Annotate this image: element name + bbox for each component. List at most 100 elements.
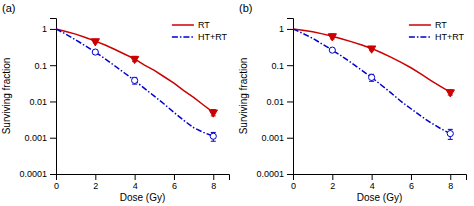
- x-tick-mark: [450, 174, 451, 180]
- y-tick-label: 0.1: [271, 61, 284, 71]
- y-tick-mark: [50, 138, 56, 139]
- legend-label: HT+RT: [198, 32, 228, 42]
- x-tick: 2: [93, 174, 98, 191]
- legend-swatch: [172, 36, 194, 38]
- point: [369, 74, 375, 80]
- y-tick-mark: [50, 174, 56, 175]
- panel: 024680.00010.0010.010.11(a)Dose (Gy)Surv…: [1, 2, 230, 203]
- panel-label: (a): [2, 2, 15, 14]
- y-tick-label: 1: [279, 24, 284, 34]
- error-bar: [211, 132, 216, 141]
- y-axis: 0.00010.0010.010.11: [19, 19, 56, 180]
- x-tick: 6: [409, 174, 414, 191]
- x-tick-label: 8: [211, 181, 216, 191]
- y-tick-mark: [50, 29, 56, 30]
- series-line: [293, 29, 450, 134]
- plot-area: [56, 29, 217, 141]
- y-tick: 0.001: [24, 133, 56, 143]
- legend: RT HT+RT: [172, 20, 228, 42]
- panel-label: (b): [239, 2, 252, 14]
- y-tick-mark: [287, 65, 293, 66]
- x-axis-title: Dose (Gy): [357, 192, 403, 203]
- y-tick-mark: [287, 138, 293, 139]
- x-tick: 6: [172, 174, 177, 191]
- legend-label: RT: [198, 20, 210, 30]
- y-tick: 0.001: [261, 133, 293, 143]
- y-tick-label: 0.0001: [19, 169, 47, 179]
- legend-swatch: [172, 24, 194, 26]
- x-tick-mark: [332, 174, 333, 180]
- y-tick: 1: [279, 24, 293, 34]
- legend: RT HT+RT: [409, 20, 465, 42]
- x-tick: 0: [54, 174, 59, 191]
- x-tick-label: 4: [370, 181, 375, 191]
- error-bar: [369, 74, 374, 81]
- y-axis-line: [287, 19, 294, 175]
- legend-item: HT+RT: [172, 32, 228, 42]
- series-line: [56, 29, 213, 136]
- y-axis-title: Surviving fraction: [238, 58, 249, 135]
- x-tick-label: 0: [54, 181, 59, 191]
- point: [132, 77, 138, 83]
- error-cap: [448, 139, 453, 140]
- y-axis-title: Surviving fraction: [1, 58, 12, 135]
- y-tick-mark: [50, 101, 56, 102]
- x-axis: 0 2 4 6 8: [54, 174, 230, 191]
- x-tick-mark: [135, 174, 136, 180]
- chart: 0 2 4 6 8 0.0001 0.001 0.01 0.1 1 (a) Dose (Gy) Surv…: [0, 0, 474, 206]
- legend-item: HT+RT: [409, 32, 465, 42]
- x-tick: 8: [448, 174, 453, 191]
- y-tick: 0.01: [29, 97, 56, 107]
- x-tick-label: 2: [93, 181, 98, 191]
- point: [328, 34, 336, 41]
- y-tick: 0.1: [34, 61, 56, 71]
- x-axis: 02468: [291, 174, 467, 191]
- point: [130, 56, 138, 63]
- point: [210, 133, 216, 139]
- x-tick-label: 4: [133, 181, 138, 191]
- x-tick-label: 0: [291, 181, 296, 191]
- point: [329, 47, 335, 53]
- y-tick: 0.0001: [19, 169, 56, 179]
- y-tick-label: 0.01: [29, 97, 47, 107]
- point: [92, 49, 98, 55]
- y-tick: 0.01: [266, 97, 293, 107]
- point: [209, 110, 217, 117]
- y-tick-label: 0.001: [24, 133, 47, 143]
- x-tick-mark: [95, 174, 96, 180]
- x-tick-mark: [213, 174, 214, 180]
- point: [446, 90, 454, 97]
- x-tick-mark: [411, 174, 412, 180]
- point: [447, 131, 453, 137]
- y-axis-line: [50, 19, 57, 175]
- y-tick-label: 0.01: [266, 97, 284, 107]
- point: [367, 46, 375, 53]
- panel: 024680.00010.0010.010.11(b)Dose (Gy)Surv…: [238, 2, 467, 203]
- x-tick: 4: [370, 174, 375, 191]
- x-axis-title: Dose (Gy): [120, 192, 166, 203]
- legend-swatch: [409, 36, 431, 38]
- y-tick-label: 0.1: [34, 61, 47, 71]
- y-tick-label: 0.0001: [256, 169, 284, 179]
- y-axis: 0.0001 0.001 0.01 0.1 1: [256, 19, 293, 180]
- x-axis-line: [294, 175, 467, 181]
- series-line: [293, 29, 450, 92]
- y-tick-label: 0.001: [261, 133, 284, 143]
- y-tick: 0.1: [271, 61, 293, 71]
- legend-swatch: [409, 24, 431, 26]
- y-tick-mark: [287, 174, 293, 175]
- y-tick-mark: [287, 29, 293, 30]
- point: [91, 39, 99, 46]
- x-tick: 0: [291, 174, 296, 191]
- legend-item: RT: [172, 20, 210, 30]
- x-tick-mark: [372, 174, 373, 180]
- x-tick-label: 8: [448, 181, 453, 191]
- error-bar: [132, 77, 137, 84]
- x-axis-line: [57, 175, 230, 181]
- legend-label: HT+RT: [435, 32, 465, 42]
- x-tick-mark: [174, 174, 175, 180]
- plot-area: [293, 29, 454, 139]
- y-tick-mark: [50, 65, 56, 66]
- legend-item: RT: [409, 20, 447, 30]
- error-bar: [448, 129, 453, 139]
